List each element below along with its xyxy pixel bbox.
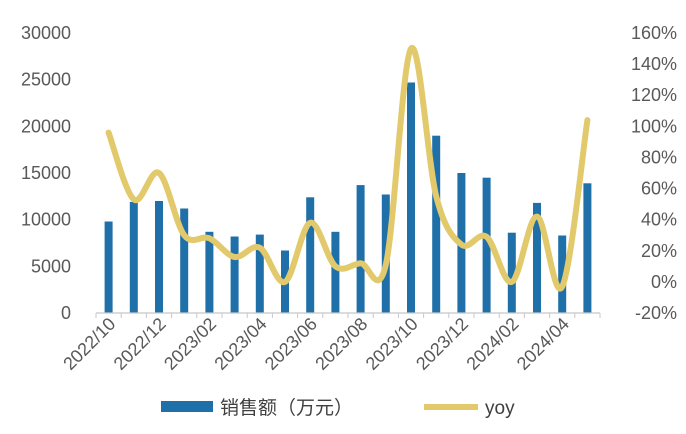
x-tick-label: 2023/06 [261, 314, 321, 374]
bar-series [105, 83, 592, 314]
bar-2024/05 [583, 183, 591, 313]
y-left-tick-label: 5000 [31, 256, 71, 276]
x-tick-label: 2024/02 [462, 314, 522, 374]
y-left-tick-label: 0 [61, 303, 71, 323]
y-left-tick-label: 20000 [21, 116, 71, 136]
bar-2022/10 [105, 222, 113, 314]
y-right-tick-label: 160% [631, 23, 677, 43]
legend-bar-swatch [161, 401, 213, 412]
bar-2023/10 [407, 83, 415, 314]
y-right-tick-label: 140% [631, 54, 677, 74]
x-tick-label: 2023/10 [362, 314, 422, 374]
y-right-tick-label: 80% [641, 147, 677, 167]
y-right-tick-label: -20% [635, 303, 677, 323]
y-left-tick-label: 25000 [21, 70, 71, 90]
y-right-tick-label: 0% [651, 272, 677, 292]
y-right-tick-label: 60% [641, 179, 677, 199]
bar-2023/06 [306, 197, 314, 313]
bar-2022/11 [130, 202, 138, 313]
y-left-tick-label: 30000 [21, 23, 71, 43]
y-right-tick-label: 40% [641, 210, 677, 230]
y-right-tick-label: 120% [631, 85, 677, 105]
legend-bar-label: 销售额（万元） [220, 397, 353, 419]
legend-line-label: yoy [485, 398, 515, 419]
x-tick-label: 2023/08 [311, 314, 371, 374]
x-tick-label: 2022/12 [110, 314, 170, 374]
y-left-tick-label: 15000 [21, 163, 71, 183]
x-tick-label: 2024/04 [513, 314, 573, 374]
x-tick-label: 2023/04 [210, 314, 270, 374]
bar-2023/03 [231, 237, 239, 314]
bar-2023/07 [331, 232, 339, 313]
bar-2023/08 [357, 185, 365, 313]
y-right-tick-label: 100% [631, 116, 677, 136]
legend: 销售额（万元） yoy [161, 397, 515, 419]
x-tick-label: 2023/02 [160, 314, 220, 374]
x-tick-label: 2023/12 [412, 314, 472, 374]
y-right-tick-label: 20% [641, 241, 677, 261]
y-left-tick-label: 10000 [21, 210, 71, 230]
bar-2022/12 [155, 201, 163, 313]
bar-2023/02 [205, 232, 213, 313]
